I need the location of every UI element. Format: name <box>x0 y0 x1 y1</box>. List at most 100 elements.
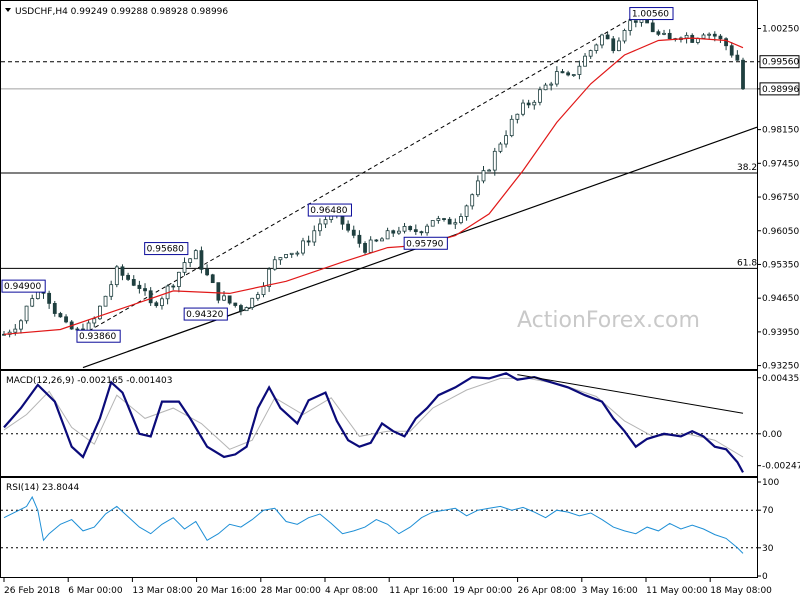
candle-body <box>188 258 193 263</box>
candle-body <box>148 290 153 304</box>
price-annotation-label: 1.00560 <box>632 10 669 20</box>
candle-body <box>492 150 497 171</box>
candle-body <box>278 257 283 261</box>
x-axis-label: 20 Mar 16:00 <box>197 586 257 596</box>
candle-body <box>171 285 176 288</box>
x-axis-label: 28 Mar 00:00 <box>261 586 321 596</box>
x-axis-label: 26 Feb 2018 <box>4 586 60 596</box>
candle-body <box>143 288 147 292</box>
price-y-label: 0.96050 <box>762 227 799 237</box>
candle-body <box>301 240 305 254</box>
candle-body <box>729 45 734 56</box>
candle-body <box>566 72 571 76</box>
candle-body <box>30 298 35 307</box>
candle-body <box>233 302 238 306</box>
candle-body <box>408 226 413 231</box>
price-annotation-label: 0.95680 <box>147 245 184 255</box>
candle-body <box>92 318 97 324</box>
price-y-label: 0.93250 <box>762 362 799 372</box>
moving-average-line <box>3 37 744 335</box>
candle-body <box>611 38 616 52</box>
candle-body <box>114 266 119 286</box>
price-panel-frame <box>0 0 758 370</box>
candle-body <box>594 44 599 51</box>
price-annotation-label: 0.94320 <box>186 310 223 320</box>
channel-dashed-line <box>82 18 631 335</box>
rsi-y-label: 70 <box>762 506 774 516</box>
price-annotation-box <box>403 236 448 250</box>
candle-body <box>712 33 717 37</box>
rsi-y-label: 100 <box>762 478 779 488</box>
candle-body <box>549 83 554 86</box>
candle-body <box>470 194 475 207</box>
candle-body <box>272 259 277 270</box>
collapse-triangle-icon[interactable] <box>5 8 11 12</box>
candle-body <box>289 252 294 255</box>
candle-body <box>182 262 187 273</box>
candle-body <box>154 302 159 307</box>
candle-body <box>571 74 576 76</box>
candle-body <box>58 313 63 318</box>
candle-body <box>600 34 604 46</box>
candle-body <box>526 102 531 106</box>
candle-body <box>160 298 164 307</box>
candle-body <box>295 252 300 255</box>
price-level-box <box>759 82 800 96</box>
candle-body <box>380 238 384 242</box>
x-axis-label: 13 Mar 08:00 <box>132 586 192 596</box>
rsi-y-label: 30 <box>762 544 774 554</box>
candle-body <box>363 242 367 253</box>
candle-body <box>515 113 520 120</box>
candle-body <box>498 143 503 152</box>
fib-38-label: 38.2 <box>737 163 757 173</box>
price-annotation-box <box>307 203 352 217</box>
candle-body <box>707 33 712 36</box>
candle-body <box>718 35 723 40</box>
macd-panel-frame <box>0 370 758 477</box>
candle-body <box>210 274 215 284</box>
candle-body <box>255 294 260 299</box>
candle-body <box>538 89 542 103</box>
candle-body <box>509 118 514 137</box>
candle-body <box>391 230 396 234</box>
price-y-label: 0.98150 <box>762 126 799 136</box>
candle-body <box>98 305 102 320</box>
price-annotation-box <box>76 329 121 343</box>
candle-body <box>543 84 548 91</box>
candle-body <box>131 279 136 286</box>
candle-body <box>176 271 181 287</box>
candle-body <box>244 307 249 312</box>
candle-body <box>735 54 740 61</box>
rsi-y-label: 0 <box>762 572 768 582</box>
candle-body <box>250 297 255 308</box>
candle-body <box>701 34 706 39</box>
price-y-label: 1.00250 <box>762 24 799 34</box>
candle-body <box>239 305 243 312</box>
macd-y-label: -0.002475 <box>762 462 800 472</box>
rsi-panel-frame <box>0 477 758 578</box>
price-y-label: 0.95350 <box>762 260 799 270</box>
price-y-label: 0.99560 <box>762 58 799 68</box>
candle-body <box>222 295 226 301</box>
candle-body <box>724 38 728 47</box>
candle-body <box>47 292 52 304</box>
candle-body <box>633 20 638 23</box>
candle-body <box>475 180 480 196</box>
candle-body <box>532 101 537 106</box>
price-y-label: 0.94650 <box>762 294 799 304</box>
candle-body <box>64 316 68 323</box>
candle-body <box>24 305 29 322</box>
candle-body <box>137 284 142 289</box>
candle-body <box>656 31 661 35</box>
candle-body <box>741 59 745 90</box>
candle-body <box>103 295 108 307</box>
price-annotation-box <box>183 307 228 321</box>
candle-body <box>622 30 627 42</box>
price-y-label: 0.98996 <box>762 85 799 95</box>
candle-body <box>425 225 429 234</box>
macd-layer <box>1 372 757 473</box>
candle-body <box>588 50 593 57</box>
price-annotation-label: 0.96480 <box>310 206 347 216</box>
price-y-label: 0.96750 <box>762 193 799 203</box>
